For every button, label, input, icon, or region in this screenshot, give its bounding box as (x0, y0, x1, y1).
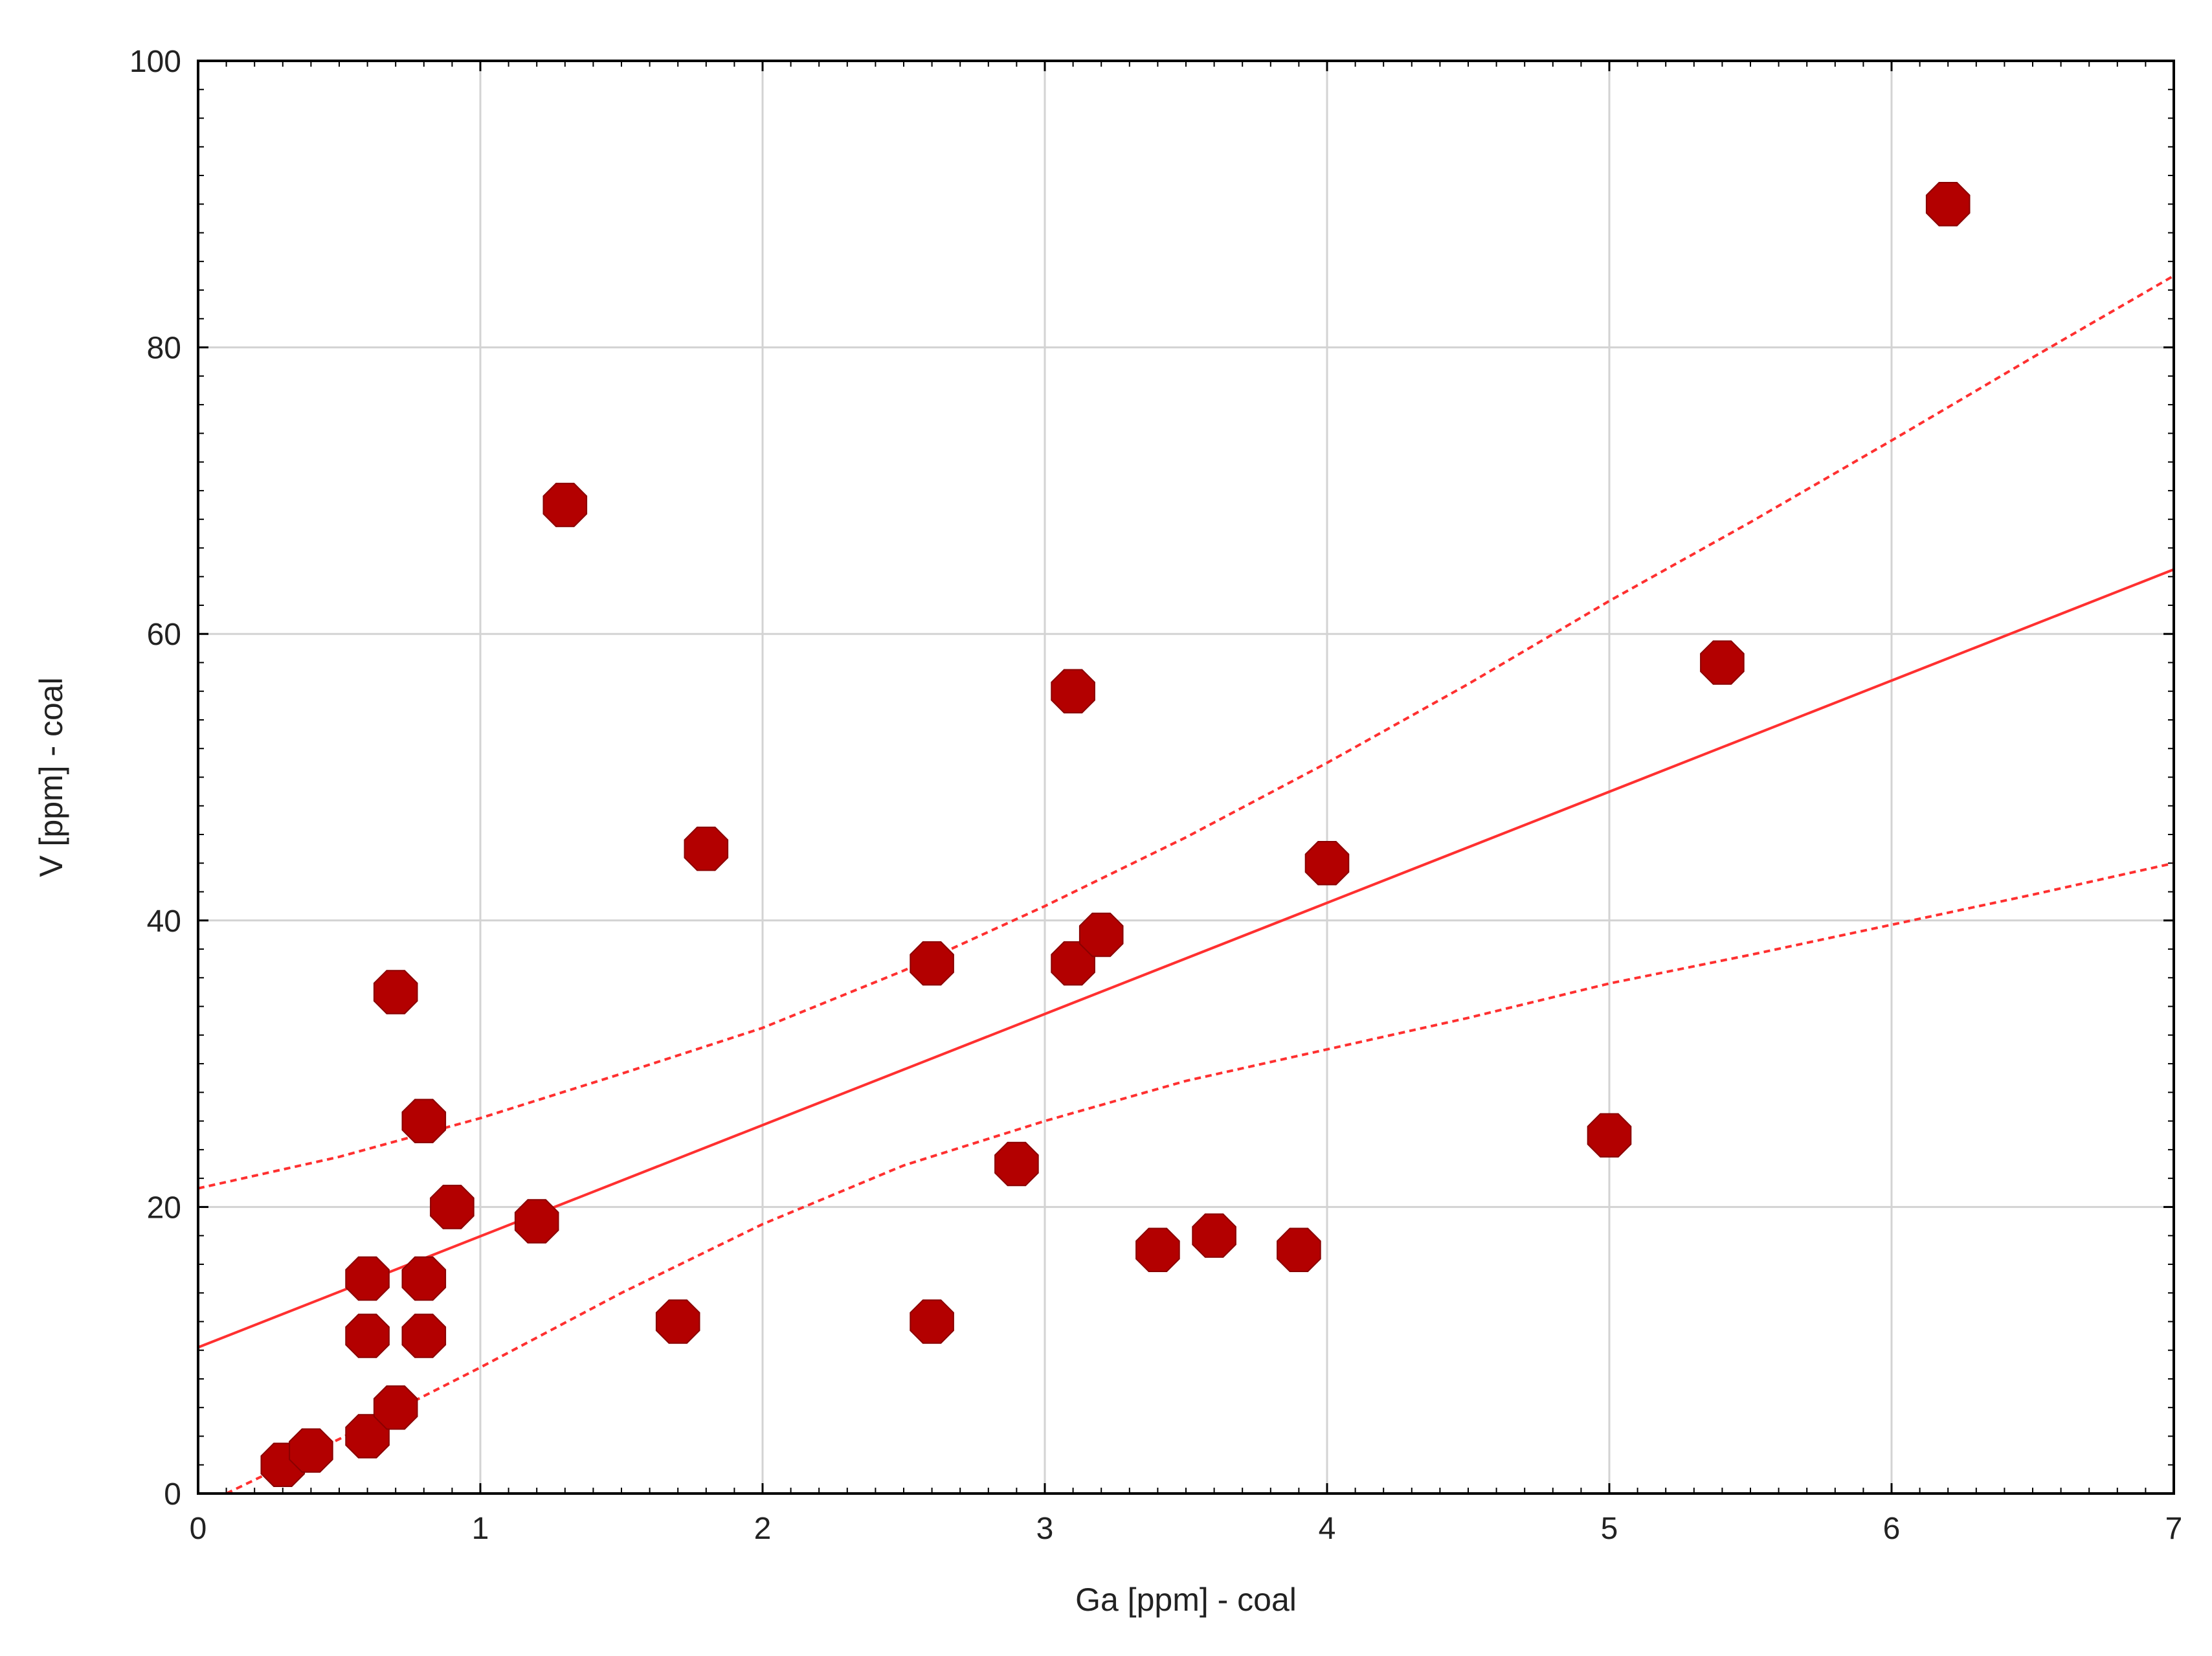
y-tick-label: 60 (147, 618, 181, 652)
data-point (401, 1099, 447, 1143)
data-point (1277, 1227, 1321, 1272)
minor-ticks (197, 60, 2174, 1494)
plot-frame (197, 60, 2175, 1495)
data-point (373, 1385, 418, 1430)
data-points (260, 182, 1971, 1487)
y-tick-label: 20 (147, 1191, 181, 1225)
y-tick-label: 40 (147, 904, 181, 939)
data-point (1078, 912, 1124, 957)
x-axis-ticks: 0 1 2 3 4 5 6 7 (190, 61, 2183, 1546)
y-tick-label: 100 (129, 45, 181, 79)
data-point (1192, 1213, 1236, 1258)
data-point (910, 941, 954, 986)
data-point (1051, 669, 1095, 713)
y-tick-label: 0 (164, 1477, 181, 1512)
x-tick-label: 0 (190, 1512, 207, 1546)
regression-line (197, 568, 2174, 1349)
data-point (401, 1256, 447, 1301)
data-point (1700, 640, 1745, 685)
x-axis-label: Ga [ppm] - coal (1075, 1582, 1297, 1618)
data-point (514, 1199, 559, 1244)
confidence-band (197, 274, 2175, 1495)
data-point (430, 1185, 475, 1229)
x-tick-label: 2 (754, 1512, 772, 1546)
data-point (910, 1299, 954, 1344)
data-point (345, 1314, 390, 1358)
data-point (289, 1428, 333, 1473)
regression-line-group (197, 568, 2174, 1349)
confidence-lower-line (225, 862, 2174, 1495)
confidence-upper-line (197, 274, 2175, 1190)
data-point (655, 1299, 700, 1344)
data-point (684, 826, 729, 871)
x-tick-label: 4 (1319, 1512, 1336, 1546)
data-point (1587, 1113, 1632, 1158)
x-tick-label: 5 (1601, 1512, 1618, 1546)
x-tick-label: 6 (1883, 1512, 1901, 1546)
grid-lines (198, 61, 2174, 1494)
x-tick-label: 1 (472, 1512, 489, 1546)
data-point (1304, 841, 1350, 886)
y-tick-label: 80 (147, 331, 181, 366)
data-point (345, 1256, 390, 1301)
data-point (373, 970, 418, 1014)
data-point (1135, 1227, 1180, 1272)
data-point (401, 1314, 447, 1358)
x-tick-label: 7 (2165, 1512, 2183, 1546)
y-axis-label: V [ppm] - coal (33, 677, 69, 877)
y-axis-ticks: 0 20 40 60 80 100 (129, 45, 2174, 1512)
data-point (994, 1141, 1039, 1187)
data-point (542, 482, 588, 528)
data-point (1925, 182, 1971, 227)
x-tick-label: 3 (1036, 1512, 1054, 1546)
